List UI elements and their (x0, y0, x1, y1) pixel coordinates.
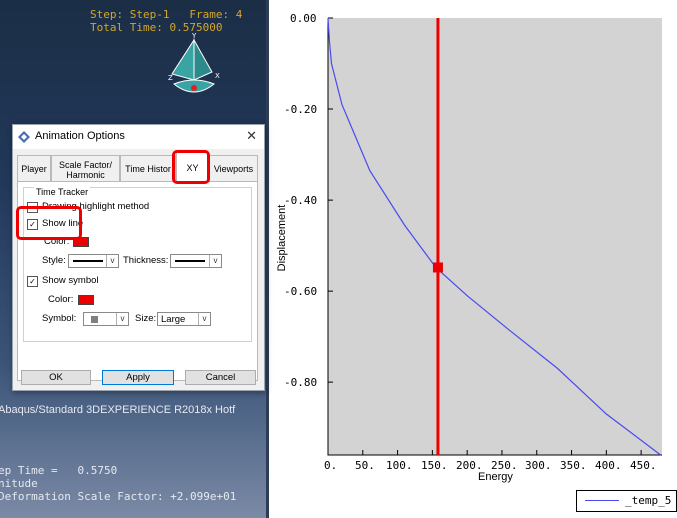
plot-legend[interactable]: _temp_5 (576, 490, 677, 512)
apply-button[interactable]: Apply (102, 370, 174, 385)
series-line-_temp_5 (327, 17, 661, 456)
time-tracker-symbol (432, 262, 443, 273)
y-tick-label: -0.80 (284, 376, 318, 389)
step-frame-label: Step: Step-1 Frame: 4 (90, 8, 243, 21)
style-label: Style: (42, 255, 66, 266)
thickness-label: Thickness: (123, 255, 169, 266)
cancel-button[interactable]: Cancel (185, 370, 256, 385)
time-tracker-group: Time Tracker (23, 187, 252, 342)
dialog-title: Animation Options (35, 130, 125, 142)
legend-series-label: _temp_5 (625, 494, 672, 507)
x-tick-label: 50. (355, 459, 375, 472)
x-tick-label: 100. (386, 459, 413, 472)
symbol-color-label: Color: (48, 294, 74, 305)
x-tick-label: 200. (456, 459, 483, 472)
tab-player[interactable]: Player (17, 155, 51, 182)
show-line-checkbox[interactable]: ✓ (27, 219, 38, 230)
close-icon[interactable]: ✕ (246, 128, 257, 143)
x-tick-label: 150. (421, 459, 448, 472)
triad-z-label: Z (168, 74, 173, 82)
y-axis-label: Displacement (276, 204, 288, 272)
chevron-down-icon: v (116, 313, 128, 325)
info-line-scale-factor: Deformation Scale Factor: +2.099e+01 (0, 490, 237, 503)
chevron-down-icon: v (106, 255, 118, 267)
symbol-label: Symbol: (42, 313, 77, 324)
size-value: Large (161, 314, 186, 325)
x-tick-label: 450. (630, 459, 657, 472)
symbol-color-swatch[interactable] (78, 295, 94, 305)
thickness-select[interactable]: v (170, 254, 222, 268)
dialog-titlebar[interactable]: Animation Options ✕ (13, 125, 264, 149)
tab-time-history[interactable]: Time Histor (120, 155, 176, 182)
size-label: Size: (135, 313, 157, 324)
y-tick-label: -0.60 (284, 285, 318, 298)
ok-button[interactable]: OK (21, 370, 91, 385)
y-tick-label: 0.00 (290, 12, 317, 25)
xy-tab-panel: Time Tracker Drawing highlight method ✓ … (17, 181, 258, 381)
time-tracker-legend: Time Tracker (34, 187, 91, 197)
line-style-select[interactable]: v (68, 254, 119, 268)
triad-y-label: Y (191, 32, 197, 40)
legend-line-swatch (585, 500, 619, 501)
x-tick-label: 0. (324, 459, 338, 472)
show-symbol-label: Show symbol (42, 275, 99, 286)
abaqus-logo-icon (18, 131, 30, 143)
symbol-select[interactable]: v (83, 312, 129, 326)
show-line-highlight (16, 206, 82, 240)
viewport-separator[interactable] (266, 0, 269, 518)
y-tick-label: -0.20 (284, 103, 318, 116)
show-symbol-checkbox[interactable]: ✓ (27, 276, 38, 287)
chevron-down-icon: v (198, 313, 210, 325)
x-tick-label: 250. (491, 459, 518, 472)
dialog-body: Player Scale Factor/ Harmonic Time Histo… (13, 149, 264, 390)
view-triad-icon: Y Z X (168, 32, 220, 93)
x-axis-label: Energy (478, 471, 513, 483)
tab-scale-factor[interactable]: Scale Factor/ Harmonic (51, 155, 120, 182)
line-color-label: Color: (44, 236, 70, 247)
xy-plot-area[interactable] (328, 18, 662, 455)
plot-axes (327, 17, 662, 456)
x-tick-label: 400. (595, 459, 622, 472)
total-time-label: Total Time: 0.575000 (90, 21, 223, 34)
chevron-down-icon: v (209, 255, 221, 267)
animation-options-dialog: Animation Options ✕ Player Scale Factor/… (12, 124, 265, 391)
info-line-step-time: ep Time = 0.5750 (0, 464, 118, 477)
xy-tab-highlight (172, 150, 210, 184)
x-tick-label: 350. (560, 459, 587, 472)
drawing-method-label: Drawing highlight method (42, 201, 150, 212)
size-select[interactable]: Large v (157, 312, 211, 326)
info-line-version: Abaqus/Standard 3DEXPERIENCE R2018x Hotf (0, 404, 236, 416)
triad-x-label: X (215, 72, 220, 80)
info-line-magnitude: nitude (0, 477, 38, 490)
y-tick-label: -0.40 (284, 194, 318, 207)
square-symbol-icon (91, 316, 98, 323)
x-tick-label: 300. (525, 459, 552, 472)
show-line-label: Show line (42, 218, 84, 229)
